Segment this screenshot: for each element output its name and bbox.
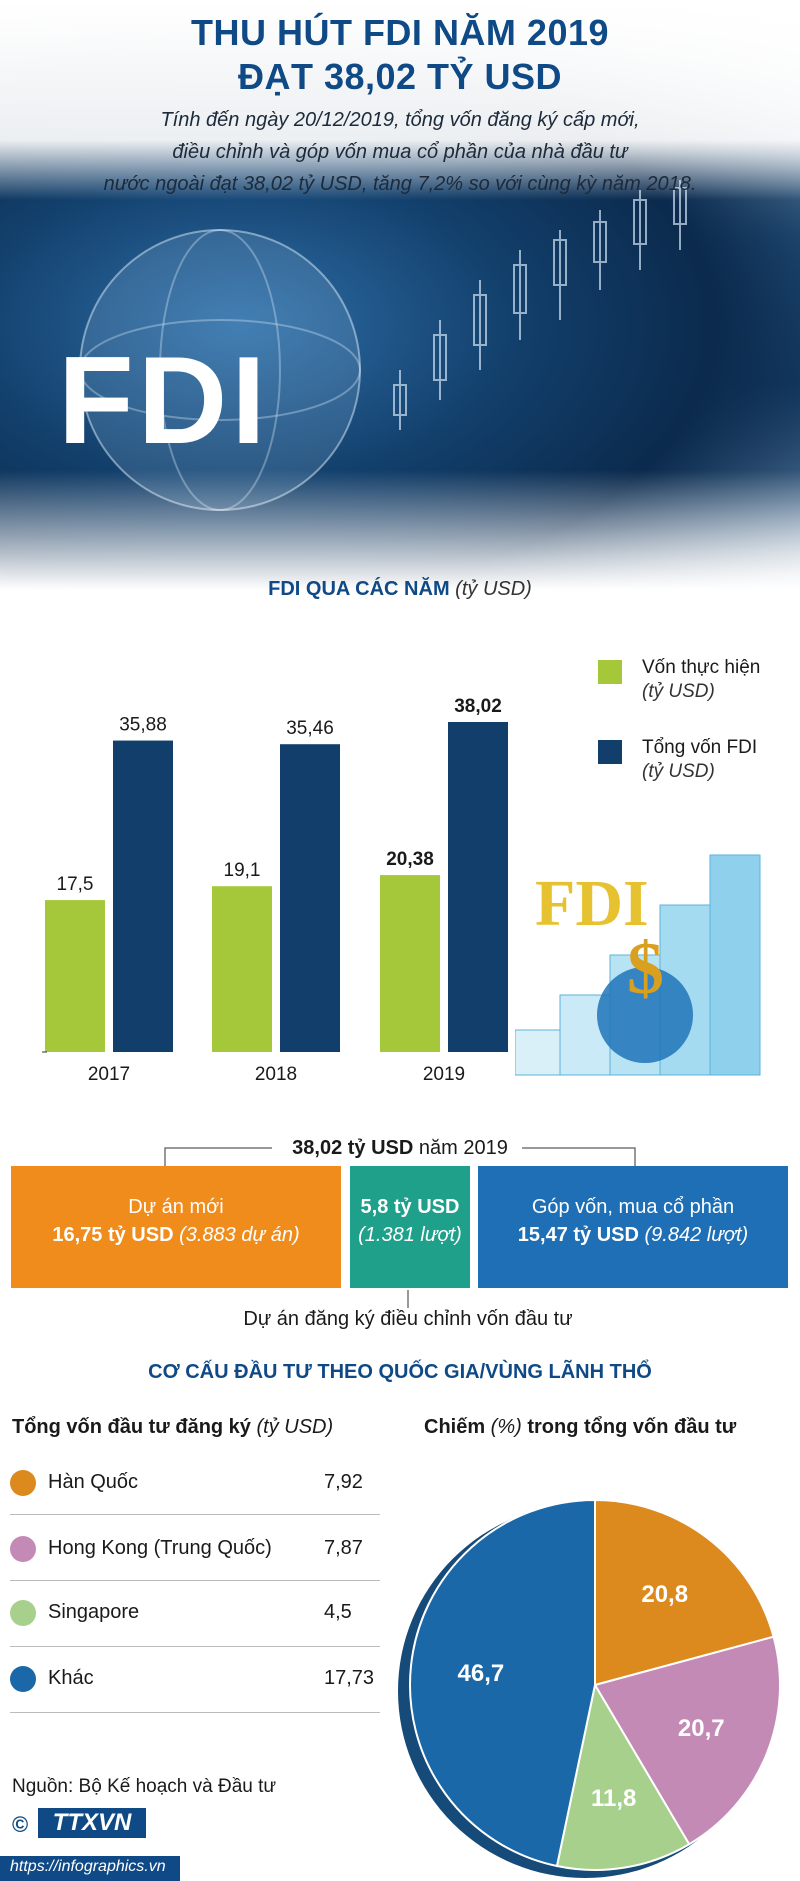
country-name: Hàn Quốc — [48, 1471, 139, 1493]
legend-swatch-total — [598, 740, 622, 764]
country-row: Singapore 4,5 — [10, 1580, 380, 1647]
legend-swatch-realized — [598, 660, 622, 684]
country-value: 7,87 — [324, 1537, 363, 1559]
x-tick-label: 2017 — [88, 1064, 130, 1085]
bar-realized-2019 — [380, 875, 440, 1052]
legend-realized: Vốn thực hiện (tỷ USD) — [642, 657, 761, 702]
left-heading: Tổng vốn đầu tư đăng ký (tỷ USD) — [12, 1416, 334, 1438]
country-value: 4,5 — [324, 1601, 352, 1623]
hero-fdi-text: FDI — [58, 332, 270, 470]
box-adjusted: 5,8 tỷ USD (1.381 lượt) — [350, 1166, 470, 1288]
adjust-caption: Dự án đăng ký điều chỉnh vốn đầu tư — [243, 1308, 573, 1330]
box-new-projects: Dự án mới 16,75 tỷ USD (3.883 dự án) — [11, 1166, 341, 1288]
country-value: 17,73 — [324, 1667, 375, 1689]
intro-line3: nước ngoài đạt 38,02 tỷ USD, tăng 7,2% s… — [103, 173, 697, 195]
bar-chart: 17,5 35,88 2017 19,1 35,46 2018 20,38 38,02 2019 — [42, 696, 508, 1085]
country-dot-icon — [10, 1470, 36, 1496]
bar-value-label: 35,46 — [286, 718, 334, 739]
intro-line2: điều chỉnh và góp vốn mua cổ phần của nh… — [172, 141, 628, 163]
right-heading: Chiếm (%) trong tổng vốn đầu tư — [424, 1416, 737, 1438]
country-row: Khác 17,73 — [10, 1646, 380, 1713]
ttxvn-logo: TTXVN — [38, 1808, 146, 1838]
country-value: 7,92 — [324, 1471, 363, 1493]
structure-title: CƠ CẤU ĐẦU TƯ THEO QUỐC GIA/VÙNG LÃNH TH… — [148, 1361, 652, 1383]
country-row: Hàn Quốc 7,92 — [10, 1452, 380, 1515]
bar-value-label: 35,88 — [119, 715, 167, 736]
pie-slice-Khác — [409, 1498, 596, 1868]
intro-line1: Tính đến ngày 20/12/2019, tổng vốn đăng … — [160, 109, 640, 131]
bar-value-label: 38,02 — [454, 696, 502, 717]
country-dot-icon — [10, 1600, 36, 1626]
pie-value-label: 11,8 — [591, 1785, 636, 1812]
bar-value-label: 20,38 — [386, 849, 434, 870]
x-tick-label: 2018 — [255, 1064, 297, 1085]
bar-realized-2017 — [45, 900, 105, 1052]
copyright-icon: © — [12, 1812, 29, 1837]
breakdown-total: 38,02 tỷ USD năm 2019 — [292, 1137, 508, 1159]
site-url[interactable]: https://infographics.vn — [10, 1858, 166, 1875]
pie-slice-Hàn Quốc — [594, 1498, 775, 1687]
bar-total-2017 — [113, 740, 173, 1052]
pie-value-label: 20,8 — [641, 1581, 688, 1608]
country-name: Singapore — [48, 1601, 140, 1623]
page-title-line1: THU HÚT FDI NĂM 2019 — [190, 12, 610, 53]
bar-value-label: 19,1 — [224, 860, 261, 881]
box-capital-contribution: Góp vốn, mua cổ phần 15,47 tỷ USD (9.842… — [478, 1166, 788, 1288]
bar-total-2018 — [280, 744, 340, 1052]
dollar-icon: $ — [627, 928, 664, 1010]
bar-total-2019 — [448, 721, 508, 1052]
country-row: Hong Kong (Trung Quốc) 7,87 — [10, 1514, 380, 1581]
source-note: Nguồn: Bộ Kế hoạch và Đầu tư — [12, 1776, 277, 1797]
bar-realized-2018 — [212, 886, 272, 1052]
bar-value-label: 17,5 — [57, 874, 94, 895]
pie-slice-Singapore — [555, 1682, 691, 1871]
pie-chart: 20,8 20,7 11,8 46,7 — [398, 1498, 781, 1878]
x-tick-label: 2019 — [423, 1064, 465, 1085]
breakdown-connectors — [164, 1147, 636, 1308]
illustration-fdi-text: FDI — [535, 867, 649, 940]
pie-value-label: 46,7 — [458, 1660, 505, 1687]
country-dot-icon — [10, 1536, 36, 1562]
country-name: Khác — [48, 1667, 94, 1689]
country-dot-icon — [10, 1666, 36, 1692]
bar-chart-title: FDI QUA CÁC NĂM (tỷ USD) — [268, 578, 532, 600]
legend-total: Tổng vốn FDI (tỷ USD) — [642, 737, 758, 782]
candlestick-decoration — [393, 180, 687, 430]
pie-slice-Hong Kong (Trung Quốc) — [593, 1635, 781, 1846]
fdi-illustration: FDI $ — [515, 854, 761, 1076]
country-name: Hong Kong (Trung Quốc) — [48, 1537, 272, 1559]
page-title-line2: ĐẠT 38,02 TỶ USD — [237, 56, 563, 97]
url-bar — [0, 1856, 180, 1881]
pie-value-label: 20,7 — [678, 1715, 725, 1742]
